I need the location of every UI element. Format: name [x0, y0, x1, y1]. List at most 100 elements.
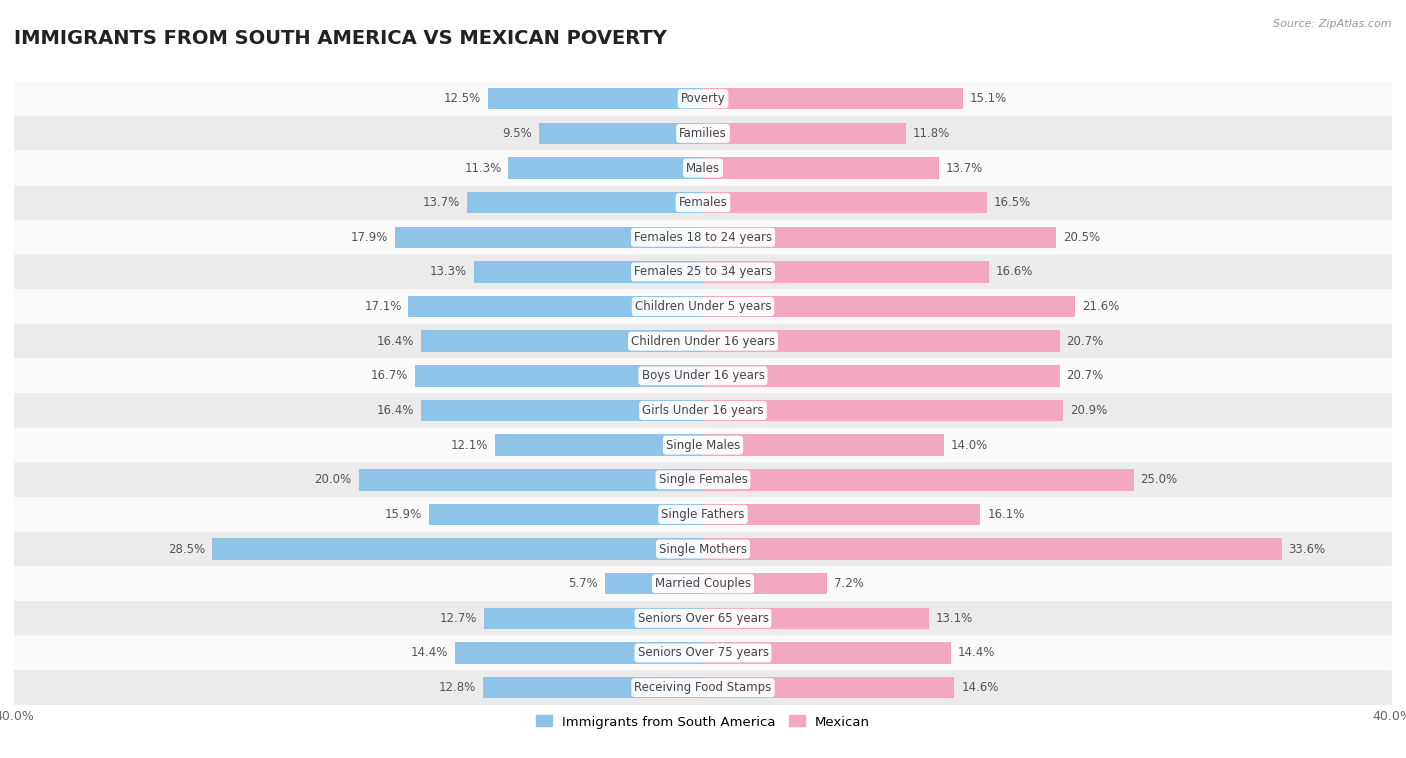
Bar: [474, 262, 703, 283]
Text: 20.7%: 20.7%: [1066, 369, 1104, 382]
Bar: [482, 677, 703, 698]
Text: 9.5%: 9.5%: [503, 127, 533, 140]
Text: 15.9%: 15.9%: [385, 508, 422, 521]
Text: 15.1%: 15.1%: [970, 92, 1007, 105]
Text: Families: Families: [679, 127, 727, 140]
Text: 12.8%: 12.8%: [439, 681, 475, 694]
Text: Boys Under 16 years: Boys Under 16 years: [641, 369, 765, 382]
Bar: [540, 123, 703, 144]
Legend: Immigrants from South America, Mexican: Immigrants from South America, Mexican: [530, 710, 876, 734]
Bar: [488, 88, 703, 109]
Text: 21.6%: 21.6%: [1083, 300, 1119, 313]
Text: 17.1%: 17.1%: [364, 300, 402, 313]
Text: 16.7%: 16.7%: [371, 369, 409, 382]
Bar: [703, 158, 939, 179]
Text: 7.2%: 7.2%: [834, 577, 863, 590]
Text: Females 25 to 34 years: Females 25 to 34 years: [634, 265, 772, 278]
Text: 12.7%: 12.7%: [440, 612, 478, 625]
Text: Males: Males: [686, 161, 720, 174]
Bar: [703, 365, 1060, 387]
Text: Receiving Food Stamps: Receiving Food Stamps: [634, 681, 772, 694]
Bar: [703, 330, 1060, 352]
Bar: [703, 296, 1076, 318]
Text: 16.4%: 16.4%: [377, 335, 413, 348]
Bar: [703, 123, 907, 144]
Text: 5.7%: 5.7%: [568, 577, 598, 590]
Bar: [703, 608, 928, 629]
Text: 12.1%: 12.1%: [450, 439, 488, 452]
Bar: [415, 365, 703, 387]
Text: 13.3%: 13.3%: [430, 265, 467, 278]
FancyBboxPatch shape: [14, 601, 1392, 636]
Text: Married Couples: Married Couples: [655, 577, 751, 590]
Text: Single Mothers: Single Mothers: [659, 543, 747, 556]
Text: 14.4%: 14.4%: [411, 647, 449, 659]
Text: 16.5%: 16.5%: [994, 196, 1032, 209]
Text: 20.5%: 20.5%: [1063, 230, 1099, 244]
Bar: [429, 503, 703, 525]
FancyBboxPatch shape: [14, 393, 1392, 428]
FancyBboxPatch shape: [14, 324, 1392, 359]
Bar: [456, 642, 703, 664]
Bar: [484, 608, 703, 629]
FancyBboxPatch shape: [14, 497, 1392, 532]
Text: 11.3%: 11.3%: [464, 161, 502, 174]
Bar: [703, 227, 1056, 248]
Text: Source: ZipAtlas.com: Source: ZipAtlas.com: [1274, 19, 1392, 29]
Text: Children Under 16 years: Children Under 16 years: [631, 335, 775, 348]
Text: Seniors Over 65 years: Seniors Over 65 years: [637, 612, 769, 625]
FancyBboxPatch shape: [14, 220, 1392, 255]
Text: 33.6%: 33.6%: [1289, 543, 1326, 556]
Text: 20.9%: 20.9%: [1070, 404, 1107, 417]
Bar: [703, 399, 1063, 421]
Text: 11.8%: 11.8%: [912, 127, 950, 140]
Text: 12.5%: 12.5%: [443, 92, 481, 105]
FancyBboxPatch shape: [14, 636, 1392, 670]
Text: Single Males: Single Males: [666, 439, 740, 452]
Bar: [359, 469, 703, 490]
FancyBboxPatch shape: [14, 116, 1392, 151]
Bar: [467, 192, 703, 214]
Text: Children Under 5 years: Children Under 5 years: [634, 300, 772, 313]
Text: IMMIGRANTS FROM SOUTH AMERICA VS MEXICAN POVERTY: IMMIGRANTS FROM SOUTH AMERICA VS MEXICAN…: [14, 29, 666, 48]
Bar: [703, 642, 950, 664]
FancyBboxPatch shape: [14, 566, 1392, 601]
Text: 20.7%: 20.7%: [1066, 335, 1104, 348]
Text: Poverty: Poverty: [681, 92, 725, 105]
Text: 16.1%: 16.1%: [987, 508, 1025, 521]
Text: 16.4%: 16.4%: [377, 404, 413, 417]
Bar: [703, 538, 1282, 560]
Bar: [409, 296, 703, 318]
Text: 14.0%: 14.0%: [950, 439, 988, 452]
Bar: [703, 434, 945, 456]
Text: 17.9%: 17.9%: [350, 230, 388, 244]
Bar: [703, 677, 955, 698]
Bar: [703, 469, 1133, 490]
Text: 20.0%: 20.0%: [315, 473, 352, 487]
FancyBboxPatch shape: [14, 428, 1392, 462]
FancyBboxPatch shape: [14, 532, 1392, 566]
Bar: [212, 538, 703, 560]
Bar: [420, 330, 703, 352]
Text: 13.7%: 13.7%: [946, 161, 983, 174]
FancyBboxPatch shape: [14, 359, 1392, 393]
Text: 14.6%: 14.6%: [962, 681, 998, 694]
Text: 14.4%: 14.4%: [957, 647, 995, 659]
Text: Females: Females: [679, 196, 727, 209]
Bar: [703, 88, 963, 109]
FancyBboxPatch shape: [14, 462, 1392, 497]
FancyBboxPatch shape: [14, 290, 1392, 324]
Text: Single Fathers: Single Fathers: [661, 508, 745, 521]
Text: Females 18 to 24 years: Females 18 to 24 years: [634, 230, 772, 244]
FancyBboxPatch shape: [14, 255, 1392, 290]
FancyBboxPatch shape: [14, 670, 1392, 705]
Text: Seniors Over 75 years: Seniors Over 75 years: [637, 647, 769, 659]
Text: 13.7%: 13.7%: [423, 196, 460, 209]
Bar: [509, 158, 703, 179]
Text: Girls Under 16 years: Girls Under 16 years: [643, 404, 763, 417]
FancyBboxPatch shape: [14, 151, 1392, 186]
Text: 25.0%: 25.0%: [1140, 473, 1178, 487]
Bar: [703, 503, 980, 525]
Bar: [703, 192, 987, 214]
Bar: [703, 573, 827, 594]
